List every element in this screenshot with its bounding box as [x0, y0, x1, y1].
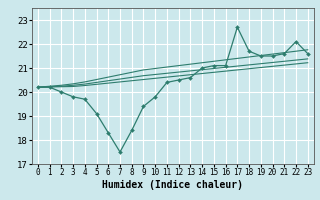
X-axis label: Humidex (Indice chaleur): Humidex (Indice chaleur)	[102, 180, 243, 190]
